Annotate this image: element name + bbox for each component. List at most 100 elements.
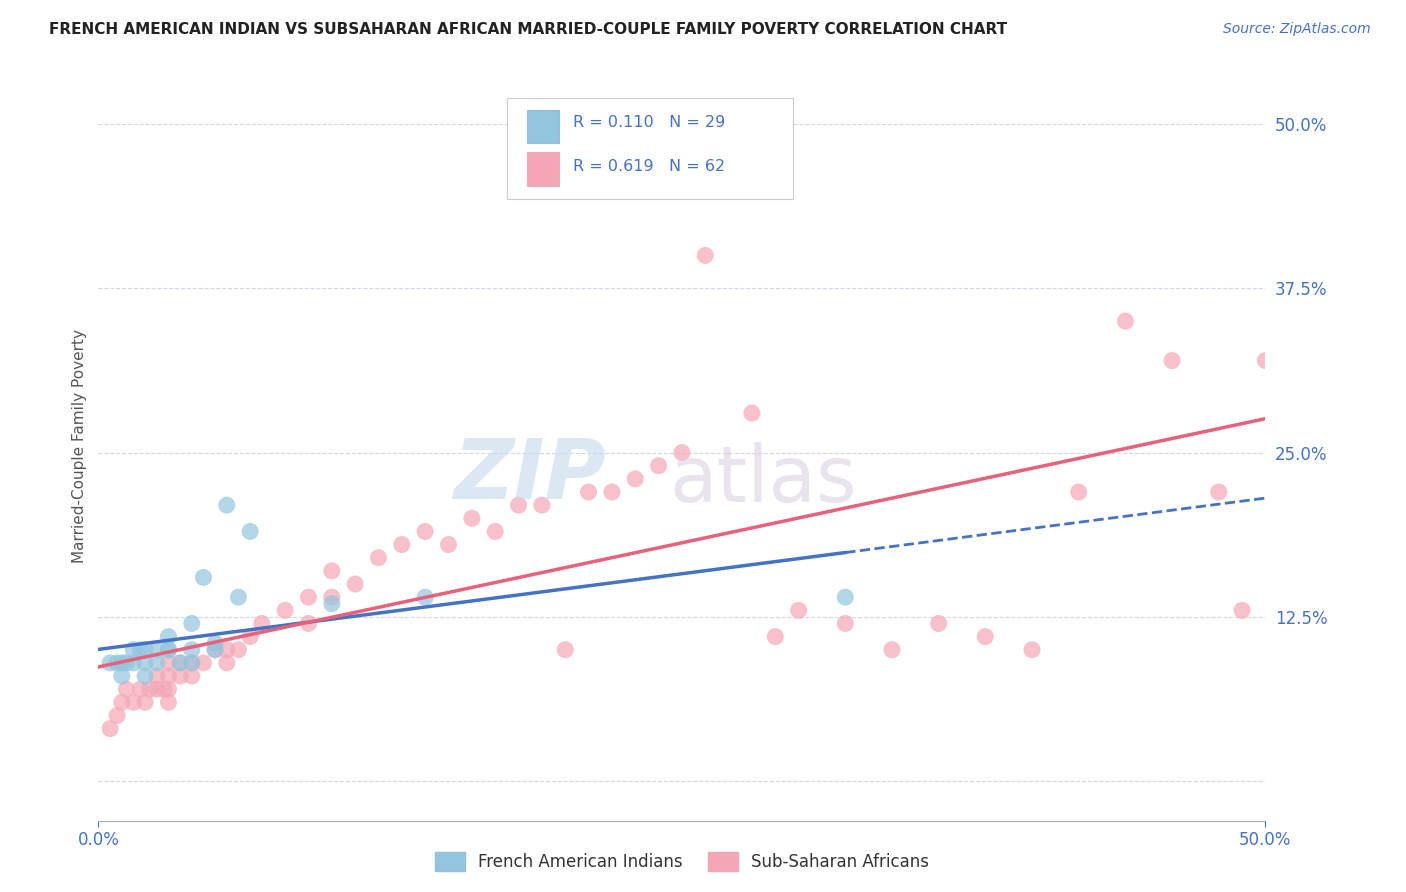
Point <box>193 656 215 670</box>
Point <box>215 656 238 670</box>
Text: ZIP: ZIP <box>453 435 606 516</box>
Point <box>297 590 319 604</box>
Point <box>928 616 950 631</box>
Text: Source: ZipAtlas.com: Source: ZipAtlas.com <box>1223 22 1371 37</box>
Point <box>134 669 156 683</box>
Point <box>215 498 238 512</box>
Point <box>134 642 156 657</box>
Point <box>600 485 623 500</box>
Point <box>157 630 180 644</box>
Point <box>413 524 436 539</box>
Point <box>1230 603 1253 617</box>
Point <box>1021 642 1043 657</box>
Point <box>624 472 647 486</box>
Point <box>193 570 215 584</box>
Point <box>122 656 145 670</box>
Point <box>508 498 530 512</box>
Point <box>105 656 128 670</box>
Point <box>180 669 202 683</box>
Point <box>180 656 202 670</box>
Point <box>115 682 138 697</box>
Point <box>1114 314 1136 328</box>
Point <box>880 642 903 657</box>
Point <box>834 590 856 604</box>
Point <box>129 642 152 657</box>
Point <box>1161 353 1184 368</box>
Point <box>695 248 717 262</box>
Point <box>180 616 202 631</box>
Point <box>152 682 174 697</box>
Point <box>215 642 238 657</box>
Point <box>250 616 273 631</box>
Point <box>1254 353 1277 368</box>
Point <box>741 406 763 420</box>
Point <box>180 656 202 670</box>
Point <box>321 597 343 611</box>
Point <box>228 590 250 604</box>
Y-axis label: Married-Couple Family Poverty: Married-Couple Family Poverty <box>72 329 87 563</box>
Point <box>391 538 413 552</box>
Point <box>146 642 169 657</box>
Point <box>647 458 669 473</box>
FancyBboxPatch shape <box>527 110 560 144</box>
Point <box>146 656 169 670</box>
Text: R = 0.110   N = 29: R = 0.110 N = 29 <box>574 115 725 130</box>
Point <box>367 550 389 565</box>
Point <box>344 577 367 591</box>
Point <box>239 524 262 539</box>
Legend: French American Indians, Sub-Saharan Africans: French American Indians, Sub-Saharan Afr… <box>426 844 938 880</box>
Point <box>461 511 484 525</box>
Point <box>111 669 134 683</box>
Point <box>146 682 169 697</box>
Point <box>204 642 226 657</box>
Point <box>578 485 600 500</box>
Point <box>974 630 997 644</box>
Point <box>1067 485 1090 500</box>
Point <box>111 695 134 709</box>
Point <box>671 445 693 459</box>
Point <box>717 169 740 184</box>
Point <box>169 656 191 670</box>
Point <box>157 656 180 670</box>
Point <box>139 682 162 697</box>
FancyBboxPatch shape <box>508 97 793 199</box>
Point <box>115 656 138 670</box>
Point <box>169 669 191 683</box>
Point <box>157 695 180 709</box>
Point <box>204 636 226 650</box>
Point <box>297 616 319 631</box>
Point <box>239 630 262 644</box>
Point <box>134 695 156 709</box>
Point <box>134 656 156 670</box>
Point <box>787 603 810 617</box>
Point <box>228 642 250 657</box>
Point <box>413 590 436 604</box>
Point <box>157 642 180 657</box>
Text: atlas: atlas <box>669 442 858 517</box>
Point <box>157 669 180 683</box>
Point <box>274 603 297 617</box>
Point <box>763 630 786 644</box>
Point <box>437 538 460 552</box>
Point <box>122 642 145 657</box>
Point <box>111 656 134 670</box>
Point <box>484 524 506 539</box>
Point <box>129 682 152 697</box>
Point <box>146 669 169 683</box>
Point <box>204 642 226 657</box>
Point <box>530 498 553 512</box>
Point <box>157 682 180 697</box>
Text: FRENCH AMERICAN INDIAN VS SUBSAHARAN AFRICAN MARRIED-COUPLE FAMILY POVERTY CORRE: FRENCH AMERICAN INDIAN VS SUBSAHARAN AFR… <box>49 22 1007 37</box>
Point <box>554 642 576 657</box>
Point <box>321 590 343 604</box>
Point <box>1208 485 1230 500</box>
Point <box>180 642 202 657</box>
Point <box>122 695 145 709</box>
Point <box>169 656 191 670</box>
Point <box>834 616 856 631</box>
Point <box>105 708 128 723</box>
FancyBboxPatch shape <box>527 152 560 186</box>
Point <box>98 722 121 736</box>
Point <box>98 656 121 670</box>
Text: R = 0.619   N = 62: R = 0.619 N = 62 <box>574 160 725 175</box>
